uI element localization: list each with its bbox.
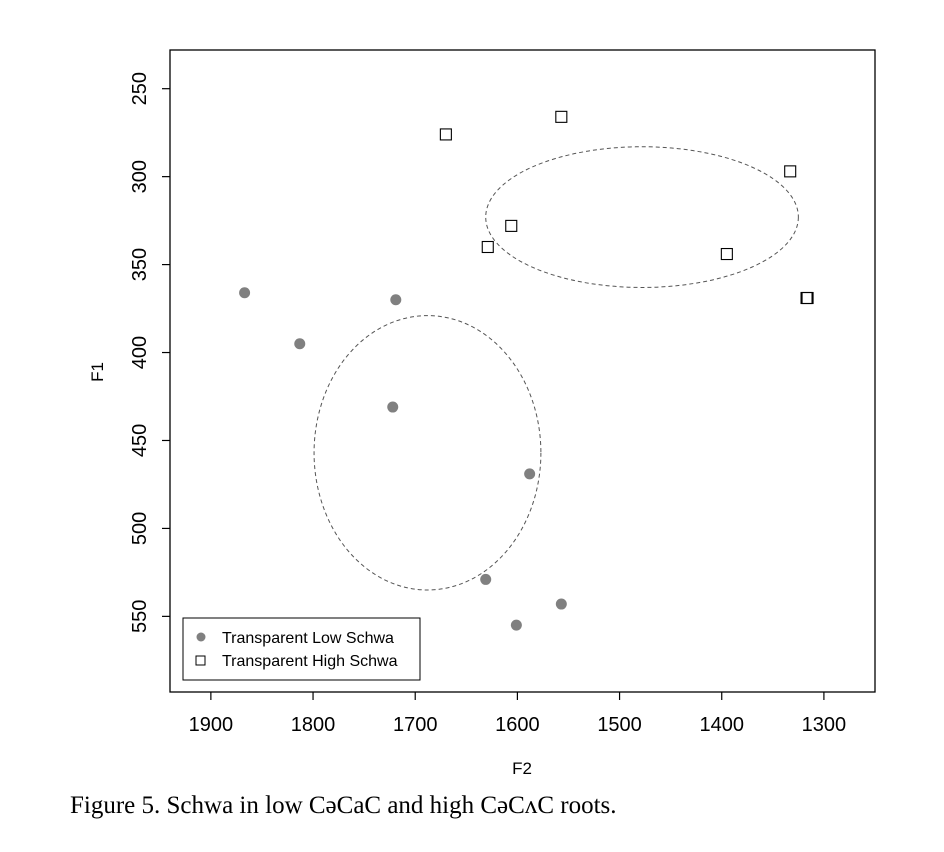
y-tick-label-250: 250 xyxy=(129,72,151,105)
y-tick-label-350: 350 xyxy=(129,248,151,281)
plot-frame xyxy=(169,49,876,693)
x-axis: 1900 1800 1700 1600 1500 1400 1300 xyxy=(189,692,847,736)
point-high-schwa-7 xyxy=(800,291,813,305)
point-low-schwa-1 xyxy=(294,338,306,350)
x-tick-label-1400: 1400 xyxy=(699,714,744,736)
point-high-schwa-6 xyxy=(801,291,814,305)
y-tick-label-500: 500 xyxy=(129,512,151,545)
x-tick-label-1500: 1500 xyxy=(597,714,642,736)
confidence-ellipses xyxy=(313,146,799,591)
point-high-schwa-2 xyxy=(784,165,797,178)
point-high-schwa-5 xyxy=(720,247,733,261)
point-low-schwa-7 xyxy=(510,619,522,631)
x-tick-label-1900: 1900 xyxy=(189,714,234,736)
data-points xyxy=(239,110,814,631)
legend-label-low: Transparent Low Schwa xyxy=(222,630,394,647)
ellipse-series-1 xyxy=(485,146,799,288)
legend-box xyxy=(182,617,421,681)
x-tick-label-1800: 1800 xyxy=(291,714,336,736)
legend-marker-low xyxy=(196,632,206,642)
point-low-schwa-5 xyxy=(480,573,492,585)
legend: Transparent Low Schwa Transparent High S… xyxy=(182,617,421,681)
point-high-schwa-3 xyxy=(505,219,518,232)
x-axis-title: F2 xyxy=(512,759,532,778)
point-low-schwa-3 xyxy=(387,401,399,413)
ellipse-series-0 xyxy=(313,315,542,591)
point-low-schwa-4 xyxy=(524,468,536,480)
y-tick-label-300: 300 xyxy=(129,160,151,193)
x-tick-label-1300: 1300 xyxy=(802,714,847,736)
figure-caption: Figure 5. Schwa in low CəCaC and high Cə… xyxy=(70,792,617,819)
y-axis: 250 300 350 400 450 500 550 xyxy=(129,72,170,633)
point-high-schwa-4 xyxy=(481,240,494,254)
point-low-schwa-0 xyxy=(239,287,251,299)
scatter-chart: 1900 1800 1700 1600 1500 1400 1300 250 300 350 40… xyxy=(88,49,876,778)
point-high-schwa-0 xyxy=(439,128,452,141)
y-tick-label-450: 450 xyxy=(129,424,151,457)
y-tick-label-400: 400 xyxy=(129,336,151,369)
point-low-schwa-6 xyxy=(555,598,567,610)
legend-label-high: Transparent High Schwa xyxy=(222,653,398,670)
y-tick-label-550: 550 xyxy=(129,600,151,633)
legend-marker-high xyxy=(195,655,206,666)
y-axis-title: F1 xyxy=(88,362,107,382)
x-tick-label-1600: 1600 xyxy=(495,714,540,736)
point-high-schwa-1 xyxy=(555,110,568,123)
point-low-schwa-2 xyxy=(390,294,402,306)
x-tick-label-1700: 1700 xyxy=(393,714,438,736)
